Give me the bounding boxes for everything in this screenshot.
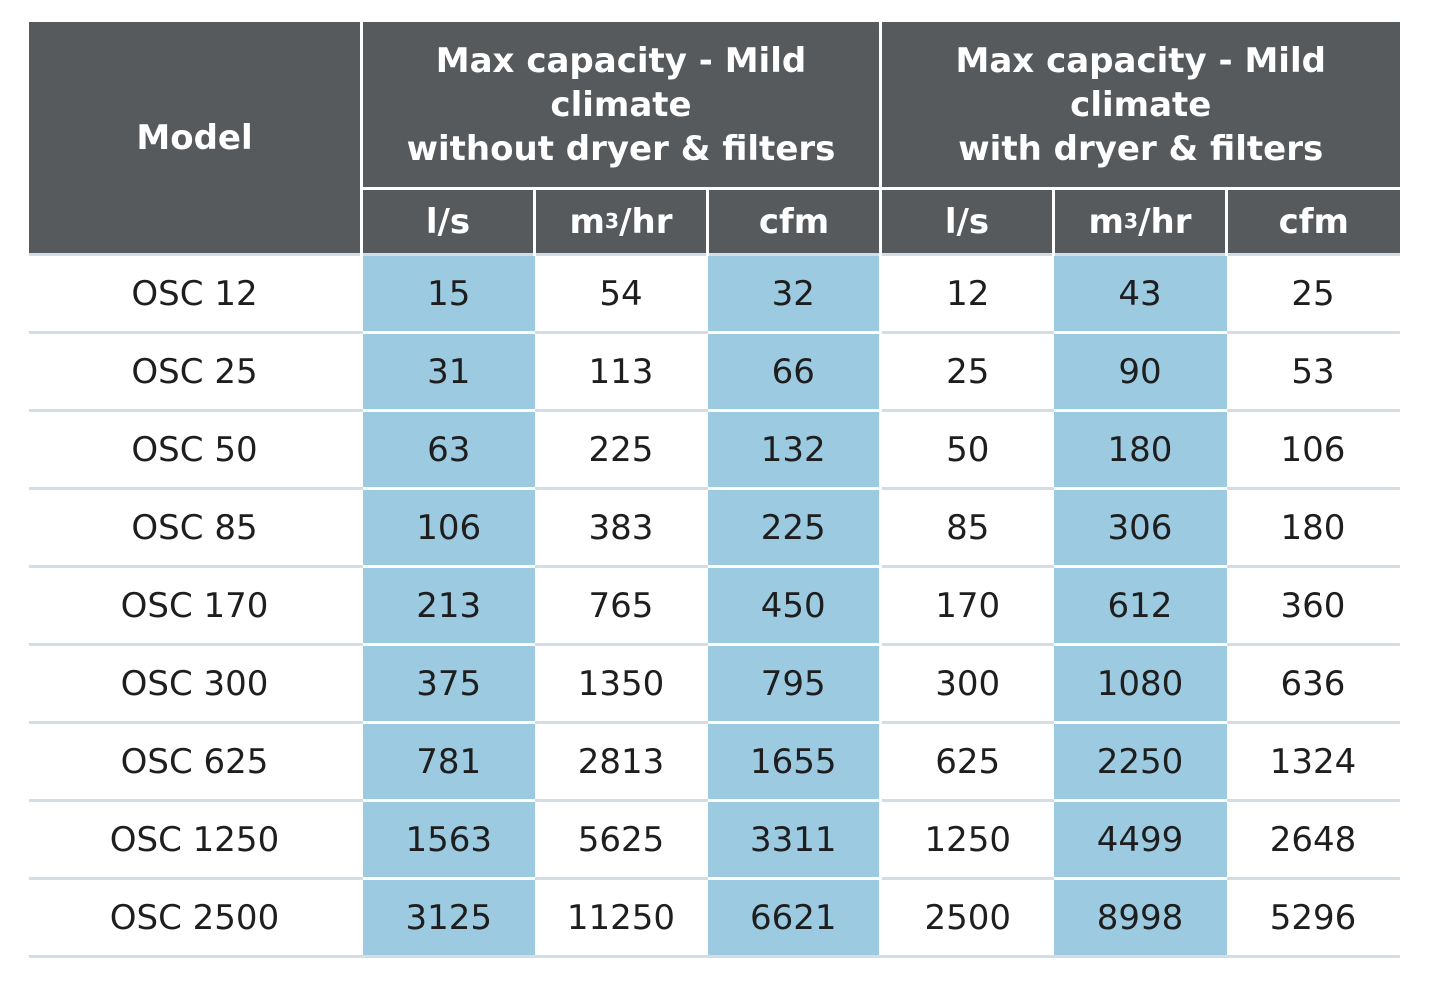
header-group-with-dryer: Max capacity - Mild climate with dryer &… — [880, 22, 1400, 190]
capacity-table: Model Max capacity - Mild climate withou… — [29, 22, 1400, 958]
header-group-without-dryer: Max capacity - Mild climate without drye… — [361, 22, 882, 190]
header-unit-m3hr: m3/hr — [1053, 188, 1228, 255]
value-cell: 450 — [707, 566, 882, 646]
model-cell: OSC 2500 — [29, 878, 363, 958]
model-cell: OSC 300 — [29, 644, 363, 724]
model-cell: OSC 85 — [29, 488, 363, 568]
header-group-with-dryer-line2: with dryer & filters — [958, 128, 1324, 169]
model-cell: OSC 50 — [29, 410, 363, 490]
value-cell: 85 — [880, 488, 1054, 568]
table-row: OSC 85 106 383 225 85 306 180 — [29, 488, 1400, 568]
table-row: OSC 1250 1563 5625 3311 1250 4499 2648 — [29, 800, 1400, 880]
value-cell: 11250 — [534, 878, 708, 958]
value-cell: 15 — [361, 253, 535, 334]
value-cell: 66 — [707, 332, 882, 412]
value-cell: 225 — [534, 410, 708, 490]
value-cell: 53 — [1226, 332, 1400, 412]
value-cell: 213 — [361, 566, 535, 646]
value-cell: 170 — [880, 566, 1054, 646]
header-unit-cfm: cfm — [1226, 188, 1400, 255]
value-cell: 300 — [880, 644, 1054, 724]
value-cell: 765 — [534, 566, 708, 646]
value-cell: 383 — [534, 488, 708, 568]
value-cell: 4499 — [1053, 800, 1227, 880]
model-cell: OSC 12 — [29, 253, 363, 334]
value-cell: 1563 — [361, 800, 535, 880]
value-cell: 63 — [361, 410, 535, 490]
value-cell: 3125 — [361, 878, 535, 958]
value-cell: 625 — [880, 722, 1054, 802]
value-cell: 31 — [361, 332, 535, 412]
value-cell: 1080 — [1053, 644, 1227, 724]
value-cell: 25 — [880, 332, 1054, 412]
table-row: OSC 12 15 54 32 12 43 25 — [29, 253, 1400, 334]
model-cell: OSC 625 — [29, 722, 363, 802]
value-cell: 2813 — [534, 722, 708, 802]
value-cell: 6621 — [707, 878, 882, 958]
table-row: OSC 50 63 225 132 50 180 106 — [29, 410, 1400, 490]
value-cell: 132 — [707, 410, 882, 490]
value-cell: 2648 — [1226, 800, 1400, 880]
value-cell: 1350 — [534, 644, 708, 724]
header-row-groups: Model Max capacity - Mild climate withou… — [29, 22, 1400, 255]
header-unit-ls: l/s — [880, 188, 1055, 255]
table-row: OSC 300 375 1350 795 300 1080 636 — [29, 644, 1400, 724]
table-row: OSC 170 213 765 450 170 612 360 — [29, 566, 1400, 646]
value-cell: 306 — [1053, 488, 1227, 568]
value-cell: 25 — [1226, 253, 1400, 334]
value-cell: 8998 — [1053, 878, 1227, 958]
header-group-without-dryer-line2: without dryer & filters — [406, 128, 836, 169]
value-cell: 5296 — [1226, 878, 1400, 958]
value-cell: 636 — [1226, 644, 1400, 724]
value-cell: 2500 — [880, 878, 1054, 958]
value-cell: 90 — [1053, 332, 1227, 412]
value-cell: 180 — [1226, 488, 1400, 568]
value-cell: 106 — [1226, 410, 1400, 490]
header-group-without-dryer-line1: Max capacity - Mild climate — [435, 40, 807, 125]
value-cell: 180 — [1053, 410, 1227, 490]
value-cell: 612 — [1053, 566, 1227, 646]
value-cell: 32 — [707, 253, 882, 334]
table-row: OSC 2500 3125 11250 6621 2500 8998 5296 — [29, 878, 1400, 958]
table-row: OSC 25 31 113 66 25 90 53 — [29, 332, 1400, 412]
table-row: OSC 625 781 2813 1655 625 2250 1324 — [29, 722, 1400, 802]
value-cell: 5625 — [534, 800, 708, 880]
value-cell: 795 — [707, 644, 882, 724]
value-cell: 113 — [534, 332, 708, 412]
value-cell: 12 — [880, 253, 1054, 334]
header-unit-m3hr: m3/hr — [534, 188, 709, 255]
table-body: OSC 12 15 54 32 12 43 25 OSC 25 31 113 66 25 90 53 OSC… — [29, 253, 1400, 958]
value-cell: 375 — [361, 644, 535, 724]
value-cell: 3311 — [707, 800, 882, 880]
value-cell: 360 — [1226, 566, 1400, 646]
header-unit-cfm: cfm — [707, 188, 882, 255]
value-cell: 43 — [1053, 253, 1227, 334]
value-cell: 781 — [361, 722, 535, 802]
value-cell: 2250 — [1053, 722, 1227, 802]
value-cell: 1324 — [1226, 722, 1400, 802]
header-model: Model — [29, 22, 363, 255]
value-cell: 54 — [534, 253, 708, 334]
value-cell: 106 — [361, 488, 535, 568]
value-cell: 50 — [880, 410, 1054, 490]
header-row-units: l/s m3/hr cfm l/s m3/hr cfm — [29, 188, 1400, 255]
header-group-with-dryer-line1: Max capacity - Mild climate — [955, 40, 1326, 125]
value-cell: 1655 — [707, 722, 882, 802]
model-cell: OSC 170 — [29, 566, 363, 646]
value-cell: 1250 — [880, 800, 1054, 880]
value-cell: 225 — [707, 488, 882, 568]
model-cell: OSC 25 — [29, 332, 363, 412]
model-cell: OSC 1250 — [29, 800, 363, 880]
header-unit-ls: l/s — [361, 188, 536, 255]
